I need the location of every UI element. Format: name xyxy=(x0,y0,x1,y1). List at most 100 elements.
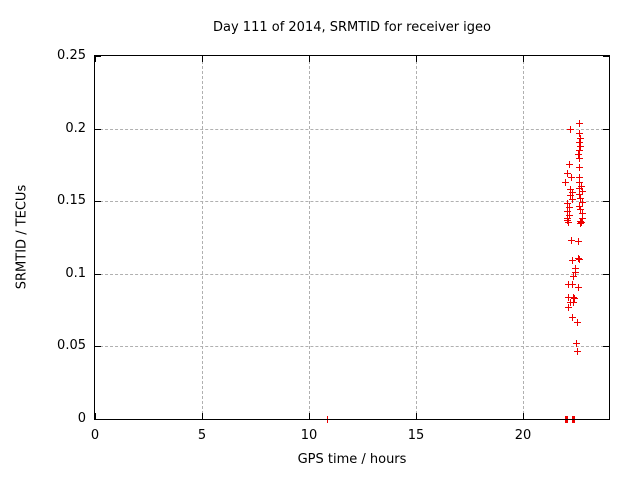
data-point-marker xyxy=(577,143,584,150)
data-point-marker xyxy=(569,196,576,203)
y-axis-label: SRMTID / TECUs xyxy=(14,184,30,290)
y-tick-mark xyxy=(95,56,101,57)
data-point-marker xyxy=(564,200,571,207)
data-point-marker xyxy=(565,294,572,301)
x-tick-label: 0 xyxy=(90,428,100,443)
x-tick-label: 10 xyxy=(300,428,318,443)
data-point-marker xyxy=(576,179,583,186)
data-point-marker xyxy=(576,139,583,146)
data-point-marker xyxy=(571,295,578,302)
data-point-marker xyxy=(577,220,584,227)
y-gridline xyxy=(95,201,609,202)
y-tick-mark xyxy=(95,274,101,275)
data-point-marker xyxy=(568,237,575,244)
y-tick-mark xyxy=(95,201,101,202)
data-point-marker xyxy=(576,174,583,181)
x-tick-mark xyxy=(309,413,310,419)
y-tick-label: 0.25 xyxy=(57,48,86,63)
y-tick-mark xyxy=(95,346,101,347)
data-point-marker xyxy=(576,185,583,192)
x-tick-mark xyxy=(202,56,203,62)
x-tick-mark xyxy=(523,56,524,62)
y-tick-mark xyxy=(603,201,609,202)
data-point-marker xyxy=(566,204,573,211)
y-gridline xyxy=(95,274,609,275)
x-tick-mark xyxy=(416,413,417,419)
data-point-marker xyxy=(579,210,586,217)
data-point-marker xyxy=(564,170,571,177)
x-tick-mark xyxy=(95,56,96,62)
data-point-marker xyxy=(576,191,583,198)
x-gridline xyxy=(309,56,310,419)
y-gridline xyxy=(95,346,609,347)
data-point-marker xyxy=(564,217,571,224)
x-tick-mark xyxy=(523,413,524,419)
y-tick-label: 0.1 xyxy=(65,266,86,281)
data-point-marker xyxy=(567,186,574,193)
data-point-marker xyxy=(575,284,582,291)
data-point-marker xyxy=(576,155,583,162)
x-axis-label: GPS time / hours xyxy=(297,452,407,467)
data-point-marker xyxy=(576,164,583,171)
y-gridline xyxy=(95,129,609,130)
data-point-marker xyxy=(568,174,575,181)
data-point-marker xyxy=(569,189,576,196)
y-tick-label: 0 xyxy=(77,411,86,426)
x-gridline xyxy=(523,56,524,419)
data-point-marker xyxy=(576,147,583,154)
data-point-marker xyxy=(562,179,569,186)
x-gridline xyxy=(202,56,203,419)
data-point-marker xyxy=(567,192,574,199)
data-point-marker xyxy=(570,299,577,306)
data-point-marker xyxy=(569,281,576,288)
data-point-marker xyxy=(575,255,582,262)
x-tick-mark xyxy=(202,413,203,419)
data-point-marker xyxy=(579,199,586,206)
data-point-marker xyxy=(577,135,584,142)
data-point-marker xyxy=(576,203,583,210)
data-point-marker xyxy=(573,340,580,347)
data-point-marker xyxy=(570,273,577,280)
y-tick-mark xyxy=(603,346,609,347)
data-point-marker xyxy=(576,256,583,263)
data-point-marker xyxy=(567,126,574,133)
data-point-marker xyxy=(575,238,582,245)
x-tick-mark xyxy=(95,413,96,419)
data-point-marker xyxy=(577,195,584,202)
data-point-marker xyxy=(565,304,572,311)
plot-area: 0 5 10 15 20 0 0.05 0.1 0.15 0.2 0.25 xyxy=(57,48,610,443)
data-point-marker xyxy=(569,314,576,321)
data-point-marker xyxy=(566,161,573,168)
data-point-marker xyxy=(576,120,583,127)
data-point-marker xyxy=(569,257,576,264)
data-point-marker xyxy=(575,151,582,158)
chart-title: Day 111 of 2014, SRMTID for receiver ige… xyxy=(213,20,491,35)
data-point-marker xyxy=(570,294,577,301)
y-tick-mark xyxy=(95,129,101,130)
data-point-marker xyxy=(579,215,586,222)
x-tick-label: 5 xyxy=(197,428,207,443)
y-tick-mark xyxy=(603,56,609,57)
x-tick-label: 20 xyxy=(514,428,532,443)
data-point-marker xyxy=(579,188,586,195)
y-tick-mark xyxy=(603,274,609,275)
data-point-marker xyxy=(565,219,572,226)
data-point-marker xyxy=(577,206,584,213)
data-point-marker xyxy=(578,219,585,226)
y-tick-mark xyxy=(603,129,609,130)
data-point-marker xyxy=(572,269,579,276)
x-tick-mark xyxy=(416,56,417,62)
data-point-marker xyxy=(576,130,583,137)
y-tick-label: 0.2 xyxy=(65,121,86,136)
data-point-marker xyxy=(564,208,571,215)
data-point-marker xyxy=(566,212,573,219)
x-tick-label: 15 xyxy=(407,428,425,443)
y-tick-label: 0.15 xyxy=(57,193,86,208)
data-point-marker xyxy=(572,265,579,272)
data-point-marker xyxy=(565,281,572,288)
x-gridline xyxy=(416,56,417,419)
data-point-marker xyxy=(578,183,585,190)
x-tick-mark xyxy=(309,56,310,62)
data-point-marker xyxy=(574,348,581,355)
